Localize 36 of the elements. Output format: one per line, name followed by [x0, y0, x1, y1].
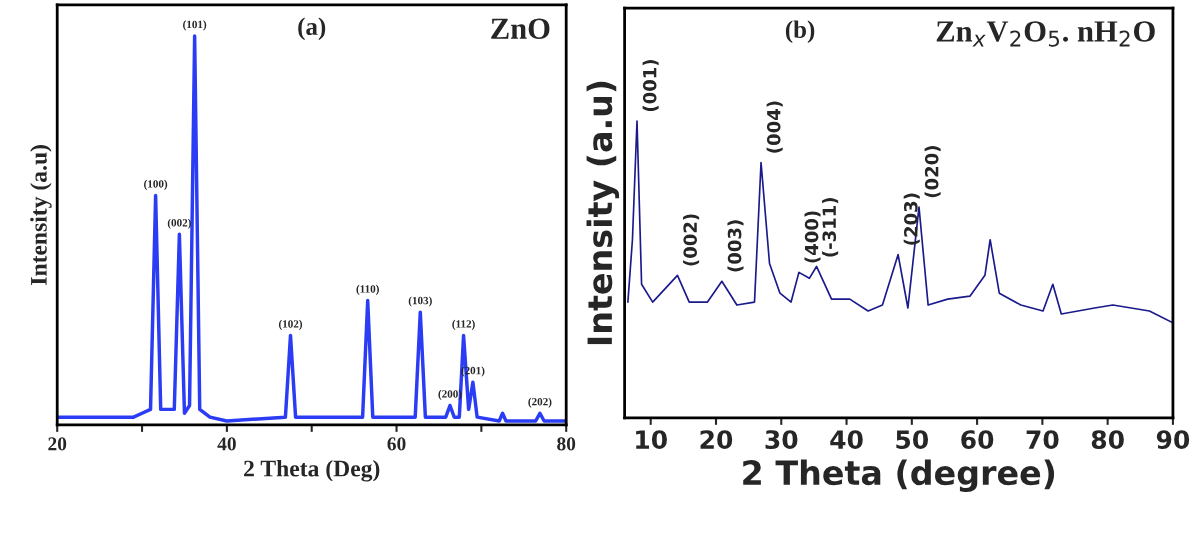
- x-tick-label: 40: [217, 437, 236, 451]
- x-axis-title: 2 Theta (Deg): [244, 459, 380, 482]
- x-tick-label: 50: [896, 430, 929, 450]
- chart-title: Zn$_{x}$V$_{2}$O$_{5}$. nH$_{2}$O: [936, 21, 1155, 47]
- x-tick-label: 80: [1091, 430, 1124, 450]
- annotation: (102): [278, 319, 303, 330]
- text: (b): [785, 20, 815, 44]
- x-tick-label: 60: [387, 437, 406, 451]
- annotation: (101): [183, 20, 207, 31]
- x-tick-label: 40: [830, 430, 863, 450]
- annotation: (002): [683, 214, 700, 266]
- y-axis-title: Intensity (a.u): [586, 81, 620, 345]
- annotation: (-311): [822, 197, 839, 257]
- annotation: (400): [804, 211, 821, 263]
- annotation: (003): [727, 220, 744, 272]
- x-tick-label: 10: [636, 430, 667, 450]
- y-axis-title: Intensity (a.u): [30, 145, 52, 285]
- annotation: (100): [144, 179, 168, 190]
- chart-title: ZnO: [491, 18, 550, 39]
- x-tick-label: 20: [48, 437, 67, 451]
- annotation: (203): [903, 193, 920, 245]
- x-axis-title: 2 Theta (degree): [743, 459, 1055, 492]
- x-tick-label: 30: [765, 430, 798, 450]
- annotation: (202): [528, 397, 552, 408]
- annotation: (103): [408, 296, 432, 307]
- annotation: (112): [452, 319, 475, 330]
- x-tick-label: 70: [1026, 430, 1059, 450]
- x-tick-label: 60: [961, 430, 994, 450]
- x-tick-label: 80: [557, 437, 576, 451]
- annotation: (020): [924, 146, 941, 198]
- annotation: (a): [298, 17, 326, 41]
- annotation: (004): [766, 101, 783, 153]
- annotation: (001): [642, 59, 659, 112]
- x-tick-label: 90: [1156, 430, 1190, 450]
- x-tick-label: 20: [700, 430, 733, 450]
- annotation: (110): [356, 284, 379, 295]
